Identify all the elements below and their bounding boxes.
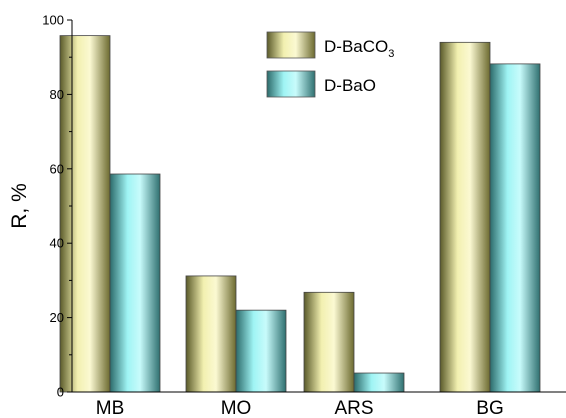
bar-mb-series-2 (109, 173, 161, 393)
bar-mb-series-1 (59, 35, 111, 393)
bar-bg-series-2 (489, 63, 541, 393)
y-tick-label: 0 (57, 385, 64, 400)
bar-mo-series-2 (235, 309, 287, 393)
x-category-label: MO (221, 398, 252, 418)
y-tick-label: 80 (50, 87, 64, 102)
y-tick-label: 20 (50, 310, 64, 325)
legend-label-d-baco3: D-BaCO3 (324, 37, 394, 60)
legend-swatch-d-baco3 (266, 31, 316, 59)
bar-ars-series-1 (303, 291, 355, 393)
y-tick-label: 60 (50, 161, 64, 176)
bar-bg-series-1 (439, 41, 491, 393)
y-axis-title: R, % (8, 183, 31, 229)
legend: D-BaCO3 D-BaO (266, 31, 394, 98)
x-axis-labels: MB MO ARS BG (96, 398, 504, 418)
bar-ars-series-2 (353, 372, 405, 393)
y-axis-ticks: 0 20 40 60 80 100 (42, 13, 72, 400)
x-category-label: BG (476, 398, 503, 418)
y-tick-label: 100 (42, 13, 64, 28)
x-category-label: ARS (334, 398, 373, 418)
y-tick-label: 40 (50, 236, 64, 251)
bars-group (59, 35, 541, 393)
x-category-label: MB (96, 398, 125, 418)
legend-label-d-bao: D-BaO (324, 76, 376, 95)
legend-swatch-d-bao (266, 70, 316, 98)
bar-mo-series-1 (185, 275, 237, 393)
